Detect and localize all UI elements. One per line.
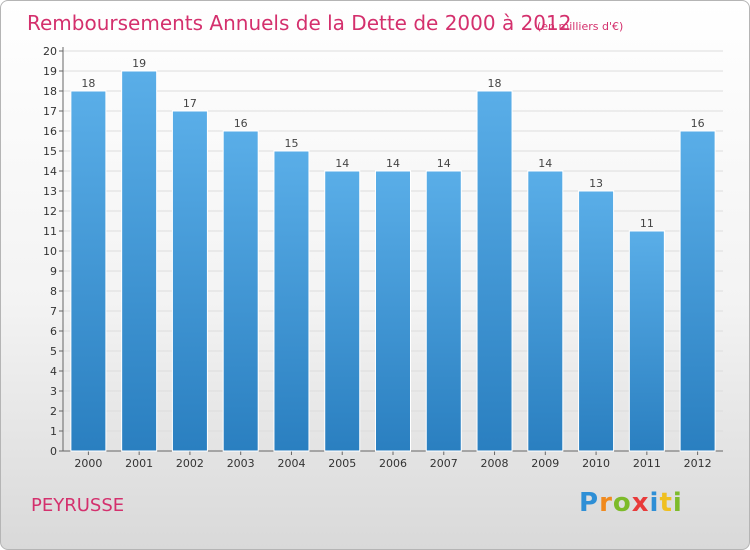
data-label-2011: 11 xyxy=(640,217,654,230)
y-tick-label: 2 xyxy=(50,405,57,418)
x-tick-label-2010: 2010 xyxy=(582,457,610,470)
x-tick-label-2008: 2008 xyxy=(481,457,509,470)
proxiti-logo[interactable]: Proxiti xyxy=(579,488,683,518)
bar-2006[interactable] xyxy=(375,170,411,452)
x-tick-label-2003: 2003 xyxy=(227,457,255,470)
x-tick-label-2004: 2004 xyxy=(277,457,305,470)
data-label-2005: 14 xyxy=(335,157,349,170)
data-label-2007: 14 xyxy=(437,157,451,170)
bar-2011[interactable] xyxy=(628,230,665,452)
y-tick-label: 16 xyxy=(43,125,57,138)
bar-2012[interactable] xyxy=(679,130,716,452)
logo-letter: x xyxy=(631,488,650,518)
x-tick-label-2001: 2001 xyxy=(125,457,153,470)
y-tick-label: 9 xyxy=(50,265,57,278)
x-tick-label-2009: 2009 xyxy=(531,457,559,470)
data-label-2001: 19 xyxy=(132,57,146,70)
y-tick-label: 18 xyxy=(43,85,57,98)
place-name: PEYRUSSE xyxy=(31,495,125,516)
bar-2002[interactable] xyxy=(171,110,208,452)
y-tick-label: 7 xyxy=(50,305,57,318)
bar-2008[interactable] xyxy=(476,90,513,452)
logo-letter: P xyxy=(579,488,600,518)
chart-title: Remboursements Annuels de la Dette de 20… xyxy=(27,11,571,35)
y-tick-label: 17 xyxy=(43,105,57,118)
data-label-2003: 16 xyxy=(234,117,248,130)
y-tick-label: 1 xyxy=(50,425,57,438)
x-tick-label-2005: 2005 xyxy=(328,457,356,470)
bar-2001[interactable] xyxy=(121,70,158,452)
bar-2010[interactable] xyxy=(578,190,615,452)
bar-2004[interactable] xyxy=(273,150,310,452)
y-tick-label: 10 xyxy=(43,245,57,258)
data-label-2009: 14 xyxy=(538,157,552,170)
bar-2009[interactable] xyxy=(527,170,564,452)
chart-subtitle: (en milliers d'€) xyxy=(537,20,623,33)
data-label-2006: 14 xyxy=(386,157,400,170)
y-tick-label: 20 xyxy=(43,45,57,58)
x-tick-label-2002: 2002 xyxy=(176,457,204,470)
data-label-2002: 17 xyxy=(183,97,197,110)
x-tick-label-2000: 2000 xyxy=(74,457,102,470)
y-tick-label: 15 xyxy=(43,145,57,158)
data-label-2010: 13 xyxy=(589,177,603,190)
logo-letter: t xyxy=(659,488,673,518)
y-tick-label: 4 xyxy=(50,365,57,378)
y-tick-label: 6 xyxy=(50,325,57,338)
x-tick-label-2011: 2011 xyxy=(633,457,661,470)
bar-layer: 18 19 17 16 15 14 14 14 18 14 13 11 16 xyxy=(70,57,716,452)
x-tick-label-2007: 2007 xyxy=(430,457,458,470)
x-tick-label-2012: 2012 xyxy=(684,457,712,470)
data-label-2000: 18 xyxy=(81,77,95,90)
y-tick-label: 12 xyxy=(43,205,57,218)
logo-letter: i xyxy=(672,488,683,518)
data-label-2004: 15 xyxy=(284,137,298,150)
bar-2003[interactable] xyxy=(222,130,259,452)
y-tick-label: 5 xyxy=(50,345,57,358)
y-tick-label: 13 xyxy=(43,185,57,198)
bar-2005[interactable] xyxy=(324,170,361,452)
logo-letter: r xyxy=(599,488,613,518)
logo-letter: o xyxy=(612,488,632,518)
x-tick-label-2006: 2006 xyxy=(379,457,407,470)
bar-2000[interactable] xyxy=(70,90,107,452)
logo-letter: i xyxy=(649,488,660,518)
data-label-2012: 16 xyxy=(691,117,705,130)
y-tick-label: 19 xyxy=(43,65,57,78)
y-tick-label: 14 xyxy=(43,165,57,178)
y-tick-label: 0 xyxy=(50,445,57,458)
data-label-2008: 18 xyxy=(488,77,502,90)
y-tick-label: 11 xyxy=(43,225,57,238)
y-tick-label: 8 xyxy=(50,285,57,298)
bar-2007[interactable] xyxy=(425,170,462,452)
y-tick-label: 3 xyxy=(50,385,57,398)
